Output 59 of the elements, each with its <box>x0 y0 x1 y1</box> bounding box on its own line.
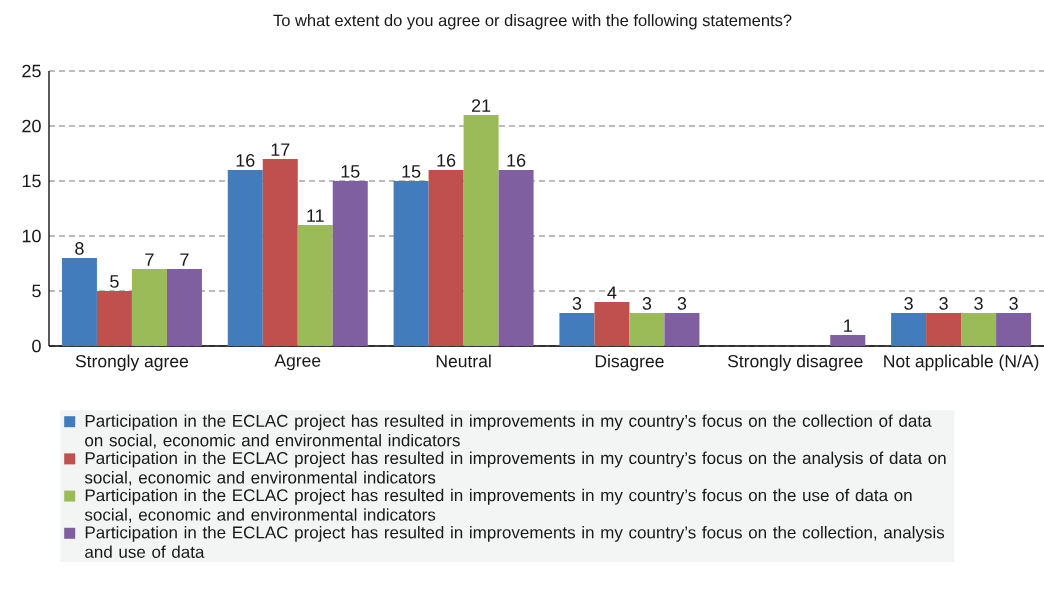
bar <box>393 181 429 346</box>
bar <box>463 115 499 346</box>
data-label: 21 <box>471 99 491 112</box>
data-label: 3 <box>939 297 948 310</box>
x-tick-label: Strongly disagree <box>727 354 863 371</box>
x-tick-label: Agree <box>274 354 321 371</box>
y-tick-label: 5 <box>32 284 41 298</box>
y-tick-label: 20 <box>22 119 41 133</box>
data-label: 1 <box>844 319 852 332</box>
bar <box>166 269 202 346</box>
data-label: 5 <box>110 275 119 288</box>
data-label: 7 <box>180 253 189 266</box>
bar <box>262 159 298 346</box>
x-tick-label: Not applicable (N/A) <box>884 354 1039 371</box>
bar <box>227 170 263 346</box>
bar <box>61 258 97 346</box>
bar <box>926 313 962 346</box>
data-label: 3 <box>677 297 687 310</box>
x-tick-label: Disagree <box>595 354 664 371</box>
bar <box>131 269 167 346</box>
chart-title: To what extent do you agree or disagree with the following statements? <box>273 14 792 30</box>
bar <box>498 170 534 346</box>
data-label: 16 <box>437 154 456 167</box>
x-tick-label: Neutral <box>436 354 491 368</box>
data-label: 8 <box>75 242 84 255</box>
legend-label: Participation in the ECLAC project has resulted in improvements in my country’s focus on the analysis of data on social, economic and environmental indicators <box>84 451 946 486</box>
x-tick-label: Strongly agree <box>75 354 189 371</box>
legend-label: Participation in the ECLAC project has resulted in improvements in my country’s focus on the use of data on social, economic and environmental indicators <box>84 488 912 523</box>
data-label: 11 <box>307 209 324 222</box>
y-tick-label: 0 <box>32 339 41 353</box>
data-label: 3 <box>904 297 913 310</box>
y-tick-label: 10 <box>22 229 41 243</box>
bar <box>428 170 464 346</box>
bar <box>961 313 997 346</box>
bar <box>332 181 368 346</box>
bar <box>891 313 927 346</box>
bar <box>629 313 665 346</box>
data-label: 7 <box>145 253 154 266</box>
legend-label: Participation in the ECLAC project has resulted in improvements in my country’s focus on the collection, analysis and use of data <box>85 525 945 558</box>
data-label: 3 <box>572 297 582 310</box>
bar <box>664 313 700 346</box>
data-label: 3 <box>974 297 983 310</box>
bar <box>996 313 1032 346</box>
data-label: 15 <box>402 165 421 178</box>
data-label: 16 <box>236 154 255 167</box>
bar <box>594 302 630 346</box>
data-label: 17 <box>271 143 290 156</box>
data-label: 15 <box>341 165 360 178</box>
bar <box>830 335 866 346</box>
bar <box>297 225 333 346</box>
data-label: 16 <box>507 154 526 167</box>
data-label: 3 <box>1009 297 1018 310</box>
y-tick-label: 25 <box>22 64 41 78</box>
legend-label: Participation in the ECLAC project has resulted in improvements in my country’s focus on the collection of data on social, economic and environmental indicators <box>85 414 932 449</box>
y-tick-label: 15 <box>22 174 41 188</box>
bar <box>96 291 132 346</box>
data-label: 4 <box>607 286 617 299</box>
data-label: 3 <box>642 297 652 310</box>
bar <box>559 313 595 346</box>
